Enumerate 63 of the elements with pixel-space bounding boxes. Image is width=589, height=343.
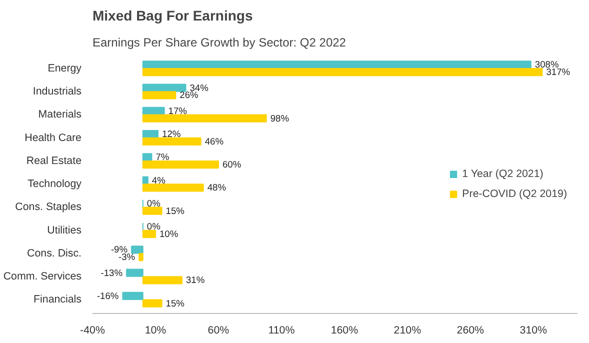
data-label: -3% xyxy=(118,252,136,262)
x-tick-label: 310% xyxy=(520,324,548,336)
data-label: -13% xyxy=(100,268,123,278)
bar xyxy=(122,292,144,300)
bar xyxy=(142,153,152,162)
bar xyxy=(142,299,162,308)
bar xyxy=(142,230,156,238)
x-tick-label: 160% xyxy=(330,324,359,336)
bar xyxy=(142,276,182,284)
y-tick-label: Financials xyxy=(34,294,82,306)
x-tick-label: 210% xyxy=(394,324,422,336)
data-label: 308% xyxy=(534,60,559,70)
legend-label: Pre-COVID (Q2 2019) xyxy=(462,188,567,200)
bar xyxy=(142,106,165,115)
y-tick-label: Materials xyxy=(38,108,82,121)
bar xyxy=(131,246,144,254)
bar xyxy=(142,68,543,76)
y-tick-label: Health Care xyxy=(24,132,82,144)
data-label: 0% xyxy=(146,198,160,208)
y-tick-label: Technology xyxy=(28,178,82,190)
bar xyxy=(142,60,532,69)
x-tick-label: 260% xyxy=(456,324,485,336)
data-label: 15% xyxy=(166,206,184,216)
bar xyxy=(142,114,267,122)
y-tick-label: Industrials xyxy=(32,86,82,98)
x-tick-label: 10% xyxy=(144,324,167,336)
data-label: 34% xyxy=(190,82,208,93)
data-label: 46% xyxy=(204,136,224,146)
data-label: 15% xyxy=(166,298,184,308)
data-label: 17% xyxy=(168,106,187,116)
data-label: 317% xyxy=(546,67,570,78)
x-tick-label: 110% xyxy=(268,324,296,336)
bar xyxy=(126,268,144,277)
data-label: 98% xyxy=(270,113,290,124)
y-tick-label: Comm. Services xyxy=(3,270,82,282)
chart-title: Mixed Bag For Earnings xyxy=(92,8,253,24)
bar xyxy=(142,206,162,215)
data-label: 10% xyxy=(159,228,178,239)
y-tick-label: Energy xyxy=(48,62,82,74)
bar xyxy=(142,91,176,100)
y-tick-label: Cons. Staples xyxy=(15,201,82,214)
data-label: 26% xyxy=(180,90,198,100)
data-label: -9% xyxy=(110,244,128,255)
data-label: 12% xyxy=(162,129,181,140)
data-label: 48% xyxy=(207,182,226,193)
data-label: 31% xyxy=(186,275,205,286)
y-tick-label: Real Estate xyxy=(26,154,82,167)
y-tick-label: Utilities xyxy=(47,224,82,236)
data-label: 60% xyxy=(222,160,242,170)
bar xyxy=(142,184,204,192)
legend-label: 1 Year (Q2 2021) xyxy=(462,168,544,180)
bar xyxy=(142,160,219,169)
x-tick-label: -40% xyxy=(80,324,106,336)
x-tick-label: 60% xyxy=(208,324,230,336)
data-label: 0% xyxy=(146,222,160,232)
data-label: -16% xyxy=(96,290,119,301)
chart-subtitle: Earnings Per Share Growth by Sector: Q2 2022 xyxy=(92,36,346,50)
data-label: 4% xyxy=(152,175,166,186)
y-tick-label: Cons. Disc. xyxy=(27,247,82,260)
bar xyxy=(142,137,202,146)
bar xyxy=(138,253,144,262)
data-label: 7% xyxy=(156,152,170,162)
bar xyxy=(142,130,159,138)
